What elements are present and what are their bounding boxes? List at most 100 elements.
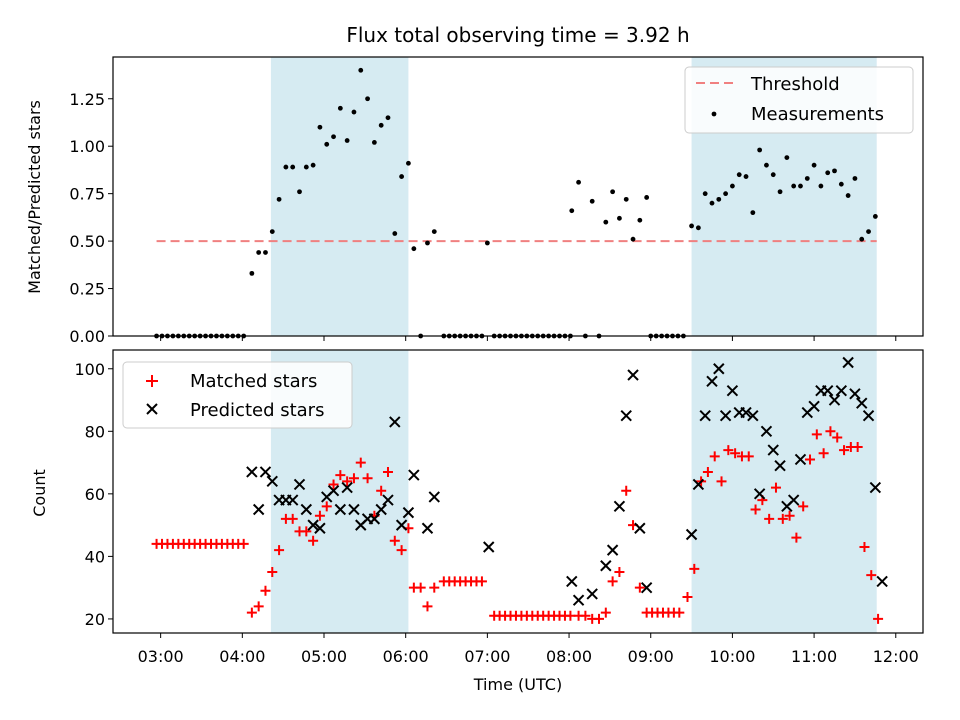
- measurement-point: [689, 223, 694, 229]
- matched-star-point: [328, 479, 339, 490]
- predicted-star-point: [572, 594, 585, 606]
- measurement-point: [365, 96, 370, 102]
- measurement-point: [838, 181, 844, 187]
- predicted-star-point: [869, 481, 882, 494]
- measurement-point: [331, 134, 336, 140]
- measurement-point: [811, 162, 817, 168]
- matched-star-point: [852, 441, 863, 452]
- matched-star-point: [274, 545, 285, 556]
- x-tick-label: 08:00: [546, 647, 592, 666]
- matched-star-point: [818, 448, 829, 459]
- measurement-point: [317, 124, 323, 130]
- measurement-point: [589, 198, 595, 204]
- measurement-point: [866, 229, 871, 235]
- predicted-star-point: [692, 478, 705, 491]
- x-tick-label: 06:00: [383, 647, 429, 666]
- predicted-star-point: [389, 416, 401, 428]
- measurement-point: [637, 217, 643, 223]
- matched-star-point: [415, 582, 426, 593]
- predicted-star-point: [862, 409, 875, 422]
- matched-star-point: [335, 470, 346, 481]
- measurement-point: [406, 160, 411, 166]
- x-tick-label: 07:00: [464, 647, 510, 666]
- measurement-point: [859, 236, 865, 242]
- matched-star-point: [689, 563, 700, 574]
- matched-star-point: [798, 501, 809, 512]
- measurement-point: [256, 250, 262, 255]
- matched-star-point: [246, 607, 257, 618]
- bottom-plot-frame: [112, 349, 924, 634]
- measurement-point: [852, 176, 858, 181]
- predicted-star-point: [706, 375, 718, 387]
- legend-threshold-label: Threshold: [750, 74, 840, 95]
- measurement-point: [385, 115, 391, 121]
- measurement-point: [702, 191, 708, 197]
- predicted-star-point: [266, 475, 278, 488]
- bottom-y-axis-label: Count: [30, 469, 49, 517]
- matched-star-point: [674, 607, 685, 618]
- predicted-star-point: [699, 409, 711, 422]
- observing-interval-shade: [270, 57, 409, 336]
- top-plot-frame: [112, 56, 924, 337]
- predicted-star-point: [849, 388, 861, 400]
- measurement-point: [770, 172, 776, 178]
- matched-star-point: [709, 451, 720, 462]
- bottom-shaded-intervals: [270, 350, 877, 633]
- measurement-point: [716, 196, 722, 202]
- y-tick-label: 0.00: [69, 327, 105, 346]
- matched-star-point: [777, 513, 788, 524]
- x-tick-label: 05:00: [301, 647, 347, 666]
- measurement-point: [730, 183, 735, 189]
- predicted-star-point: [753, 488, 766, 500]
- measurement-point: [630, 236, 636, 242]
- predicted-star-point: [600, 560, 612, 572]
- y-tick-label: 1.25: [69, 90, 105, 109]
- predicted-star-point: [774, 459, 786, 472]
- bottom-legend-box: [122, 361, 353, 429]
- measurement-point: [798, 183, 803, 189]
- measurement-point: [736, 172, 742, 178]
- predicted-star-point: [348, 503, 360, 516]
- predicted-star-point: [876, 575, 888, 588]
- matched-star-point: [580, 610, 591, 621]
- matched-star-point: [321, 501, 332, 512]
- measurement-point: [276, 196, 282, 202]
- bottom-panel: 20 40 60 80 100 03:00 04:00 05:00 06:00 07:00 08:0…: [30, 349, 924, 694]
- measurement-point: [743, 174, 749, 179]
- bottom-data-layer: [151, 356, 888, 624]
- matched-star-point: [287, 513, 298, 524]
- matched-star-point: [702, 466, 713, 477]
- matched-star-point: [594, 613, 604, 624]
- predicted-star-point: [685, 528, 698, 541]
- measurement-point: [777, 189, 783, 195]
- matched-star-point: [634, 582, 645, 593]
- top-legend-box: [684, 66, 914, 134]
- predicted-star-point: [842, 356, 854, 369]
- measurement-point: [344, 138, 350, 143]
- measurement-point: [723, 191, 729, 197]
- measurement-point: [290, 164, 296, 170]
- measurement-point: [845, 193, 851, 198]
- y-tick-label: 60: [85, 485, 105, 504]
- matched-star-point: [301, 526, 312, 537]
- matched-star-point: [805, 454, 816, 465]
- measurement-point: [784, 155, 790, 160]
- matched-star-point: [614, 567, 625, 578]
- predicted-star-point: [307, 519, 319, 531]
- predicted-star-point: [382, 494, 394, 506]
- predicted-star-point: [341, 481, 353, 494]
- measurement-point: [825, 170, 831, 176]
- y-tick-label: 0.50: [69, 232, 105, 251]
- legend-matched-swatch: [146, 375, 158, 387]
- measurement-point: [392, 231, 398, 236]
- predicted-star-point: [794, 453, 807, 466]
- bottom-axes: 20 40 60 80 100 03:00 04:00 05:00 06:00 07:00 08:0…: [74, 360, 918, 666]
- matched-star-point: [716, 476, 727, 487]
- predicted-star-point: [808, 400, 820, 412]
- matched-star-point: [873, 613, 884, 624]
- matched-star-point: [682, 592, 693, 603]
- x-tick-label: 12:00: [873, 647, 919, 666]
- measurement-point: [804, 176, 810, 181]
- matched-star-point: [743, 451, 754, 462]
- measurement-point: [623, 196, 629, 202]
